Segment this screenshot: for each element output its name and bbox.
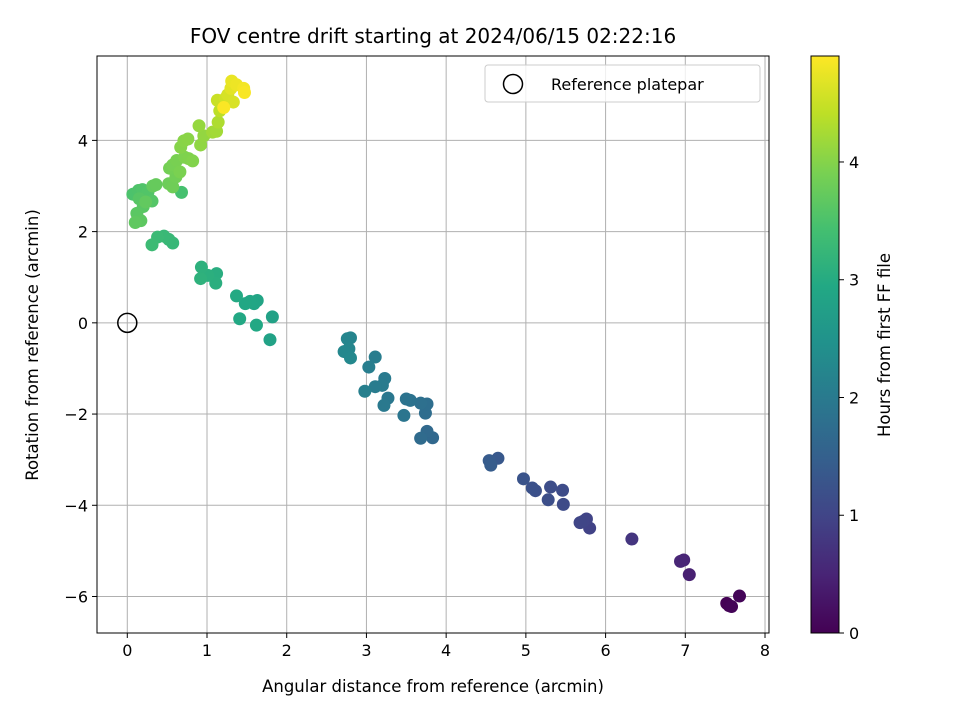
data-point — [414, 431, 428, 445]
x-tick-label: 2 — [282, 641, 292, 660]
colorbar-tick-label: 1 — [849, 506, 859, 525]
data-point — [377, 398, 391, 412]
y-tick-label: 0 — [78, 314, 88, 333]
x-tick-label: 4 — [441, 641, 451, 660]
reference-marker — [117, 312, 138, 334]
colorbar-label: Hours from first FF file — [875, 253, 894, 437]
legend-label: Reference platepar — [551, 75, 704, 94]
data-point — [362, 360, 376, 374]
data-point — [484, 458, 498, 472]
colorbar-tick-label: 4 — [849, 153, 859, 172]
data-point — [340, 332, 354, 346]
data-point — [249, 318, 263, 332]
data-point — [358, 384, 372, 398]
data-point — [139, 195, 153, 209]
data-point — [186, 154, 200, 168]
data-point — [217, 101, 231, 115]
data-point — [145, 238, 159, 252]
data-point — [263, 333, 277, 347]
y-axis-ticks: −6 −4 −2 0 2 4 — [64, 131, 97, 607]
data-point — [556, 497, 570, 511]
x-axis-label: Angular distance from reference (arcmin) — [262, 677, 604, 696]
x-tick-label: 7 — [680, 641, 690, 660]
data-point — [194, 272, 208, 286]
data-point — [209, 276, 223, 290]
data-point — [733, 589, 747, 603]
data-point — [525, 481, 539, 495]
y-tick-label: 2 — [78, 223, 88, 242]
chart-title: FOV centre drift starting at 2024/06/15 … — [190, 24, 676, 48]
data-point — [399, 392, 413, 406]
data-point — [397, 408, 411, 422]
y-tick-label: 4 — [78, 131, 88, 150]
legend-box — [484, 64, 761, 103]
data-point — [541, 493, 555, 507]
x-tick-label: 1 — [202, 641, 212, 660]
data-point — [226, 95, 240, 109]
y-tick-label: −4 — [64, 496, 88, 515]
data-point — [237, 85, 251, 99]
data-point — [368, 380, 382, 394]
data-point — [556, 483, 570, 497]
data-point — [211, 115, 225, 129]
y-axis-label: Rotation from reference (arcmin) — [23, 209, 42, 481]
data-point — [414, 396, 428, 410]
data-point — [343, 351, 357, 365]
colorbar: 0 1 2 3 4 Hours from first FF file — [810, 55, 894, 643]
data-point — [149, 178, 163, 192]
x-tick-label: 3 — [361, 641, 371, 660]
data-point — [128, 215, 142, 229]
data-point — [725, 600, 739, 614]
y-tick-label: −2 — [64, 405, 88, 424]
data-point — [516, 472, 530, 486]
colorbar-ticks: 0 1 2 3 4 — [839, 153, 859, 643]
data-point — [181, 132, 195, 146]
y-tick-label: −6 — [64, 588, 88, 607]
data-point — [682, 568, 696, 582]
data-point — [625, 532, 639, 546]
data-point — [573, 516, 587, 530]
x-tick-label: 0 — [122, 641, 132, 660]
x-tick-label: 8 — [760, 641, 770, 660]
x-axis-ticks: 0 1 2 3 4 5 6 7 8 — [122, 633, 770, 660]
x-tick-label: 6 — [600, 641, 610, 660]
data-point — [238, 297, 252, 311]
plot-frame — [96, 55, 770, 634]
data-point — [674, 554, 688, 568]
data-point — [194, 260, 208, 274]
data-points — [126, 74, 747, 614]
legend: Reference platepar — [484, 64, 761, 103]
colorbar-tick-label: 3 — [849, 271, 859, 290]
grid-lines — [97, 56, 769, 633]
data-point — [265, 310, 279, 324]
x-tick-label: 5 — [521, 641, 531, 660]
data-point — [166, 180, 180, 194]
data-point — [544, 480, 558, 494]
legend-marker — [502, 73, 524, 95]
colorbar-gradient — [810, 55, 840, 634]
colorbar-tick-label: 2 — [849, 388, 859, 407]
data-point — [192, 119, 206, 133]
data-point — [173, 165, 187, 179]
colorbar-tick-label: 0 — [849, 624, 859, 643]
data-point — [230, 289, 244, 303]
data-point — [233, 312, 247, 326]
data-point — [368, 350, 382, 364]
